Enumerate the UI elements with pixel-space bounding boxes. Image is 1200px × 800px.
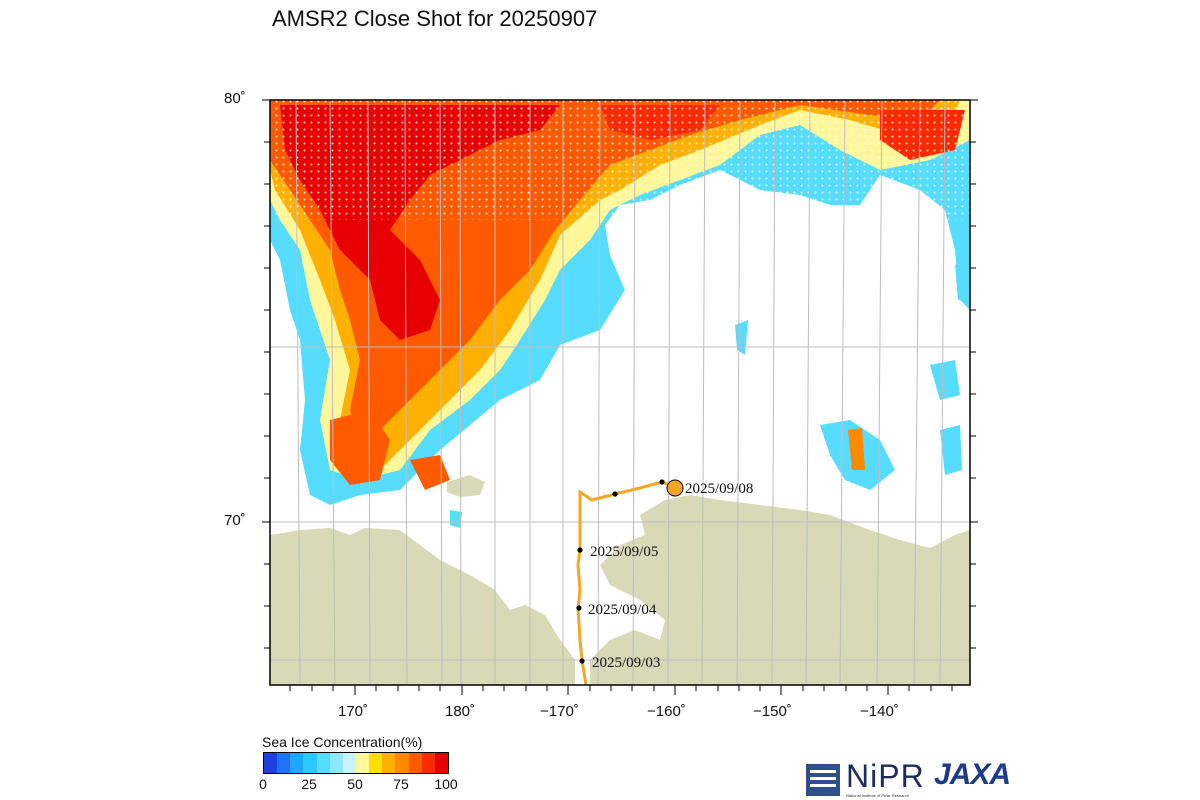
legend-tick: 100 xyxy=(434,776,458,792)
nipr-logo-subtext: National Institute of Polar Research xyxy=(846,793,909,798)
legend-color-segment xyxy=(382,753,396,773)
route-line xyxy=(576,480,676,685)
ship-track xyxy=(576,479,684,685)
legend-tick: 50 xyxy=(347,776,363,792)
lon-label-140w: −140˚ xyxy=(860,703,899,720)
legend-color-segment xyxy=(303,753,317,773)
lon-label-150w: −150˚ xyxy=(753,703,792,720)
legend-tick: 75 xyxy=(393,776,409,792)
map-frame xyxy=(269,99,971,686)
legend-color-segment xyxy=(264,753,278,773)
nipr-mark-icon xyxy=(806,764,840,796)
nipr-logo: NiPR National Institute of Polar Researc… xyxy=(806,758,931,800)
ship-position-marker xyxy=(666,479,684,497)
route-point xyxy=(579,658,585,664)
route-label-0905: 2025/09/05 xyxy=(590,544,658,560)
legend-title: Sea Ice Concentration(%) xyxy=(262,734,423,750)
route-point xyxy=(576,605,582,611)
legend-color-segment xyxy=(408,753,422,773)
legend-colorbar xyxy=(263,752,449,774)
lat-label-70: 70˚ xyxy=(224,512,246,529)
land xyxy=(270,475,970,685)
legend-color-segment xyxy=(369,753,383,773)
lon-label-170w: −170˚ xyxy=(540,703,579,720)
legend-color-segment xyxy=(329,753,343,773)
route-point xyxy=(612,491,618,497)
legend-color-segment xyxy=(277,753,291,773)
lat-label-80: 80˚ xyxy=(224,90,246,107)
page-title: AMSR2 Close Shot for 20250907 xyxy=(272,6,598,31)
nipr-logo-text: NiPR xyxy=(846,758,925,794)
sea-ice-field xyxy=(270,100,970,528)
legend-color-segment xyxy=(290,753,304,773)
lon-label-170e: 170˚ xyxy=(338,703,369,720)
frame-ticks xyxy=(262,99,978,695)
lon-label-180: 180˚ xyxy=(445,703,476,720)
legend-color-segment xyxy=(355,753,370,773)
legend-tick: 25 xyxy=(301,776,317,792)
route-label-0904: 2025/09/04 xyxy=(588,602,657,618)
route-label-0903: 2025/09/03 xyxy=(592,655,660,671)
route-point xyxy=(659,479,665,485)
legend-color-segment xyxy=(342,753,356,773)
graticule xyxy=(270,100,970,685)
route-point xyxy=(577,547,583,553)
legend-color-segment xyxy=(316,753,330,773)
route-label-0908: 2025/09/08 xyxy=(685,481,753,497)
legend-ticks: 0 25 50 75 100 xyxy=(253,776,463,794)
legend-color-segment xyxy=(395,753,409,773)
jaxa-logo: JAXA xyxy=(934,758,1011,798)
legend-tick: 0 xyxy=(259,776,267,792)
legend-color-segment xyxy=(434,753,448,773)
jaxa-logo-text: JAXA xyxy=(934,758,1011,791)
legend-color-segment xyxy=(421,753,435,773)
lon-label-160w: −160˚ xyxy=(647,703,686,720)
